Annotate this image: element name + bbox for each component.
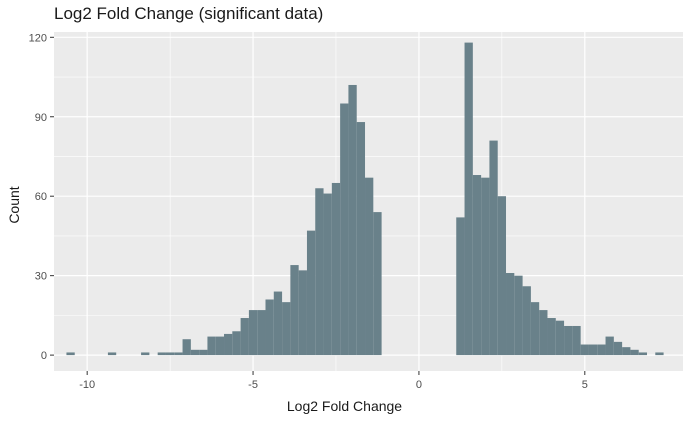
histogram-bar (365, 177, 374, 356)
histogram-bar (199, 349, 208, 356)
histogram-bar (298, 270, 307, 356)
histogram-bar (306, 230, 316, 356)
histogram-bar (174, 352, 183, 356)
chart-title: Log2 Fold Change (significant data) (54, 4, 324, 23)
histogram-bar (539, 310, 548, 356)
histogram-bar (265, 299, 274, 356)
histogram-bar (572, 325, 581, 356)
histogram-bar (190, 349, 200, 356)
histogram-bar (530, 302, 540, 356)
y-axis: 0 30 60 90 120 (29, 32, 54, 362)
y-axis-title: Count (6, 186, 22, 224)
histogram-bar (481, 177, 490, 356)
x-tick-label: -10 (79, 379, 95, 391)
histogram-bar (456, 217, 465, 356)
y-tick-label: 0 (41, 350, 47, 362)
histogram-bar (340, 103, 349, 356)
histogram-bar (613, 341, 623, 356)
x-tick-label: -5 (248, 379, 258, 391)
histogram-bar (348, 84, 357, 356)
histogram-bar (66, 352, 75, 356)
y-tick-label: 120 (29, 32, 47, 44)
y-tick-label: 60 (35, 191, 47, 203)
histogram-bar (605, 336, 614, 356)
histogram-bar (514, 275, 523, 356)
histogram-bar (655, 352, 664, 356)
histogram-bar (497, 196, 507, 356)
x-axis-title: Log2 Fold Change (286, 398, 403, 414)
histogram-bar (215, 336, 225, 356)
x-axis: -10 -5 0 5 (79, 371, 588, 391)
histogram-bar (597, 344, 606, 356)
histogram-bar (282, 302, 291, 356)
histogram-bar (547, 318, 556, 356)
histogram-bar (356, 122, 366, 356)
histogram-bar (290, 265, 299, 356)
histogram-bar (506, 273, 515, 356)
histogram-bar (248, 310, 258, 356)
y-tick-label: 30 (35, 271, 47, 283)
histogram-bar (323, 193, 332, 356)
histogram-bar (588, 344, 598, 356)
histogram-bar (257, 310, 266, 356)
histogram-bar (622, 347, 631, 356)
histogram-bar (165, 352, 175, 356)
histogram-bar (107, 352, 117, 356)
histogram-bar (331, 182, 341, 356)
histogram-bar (472, 175, 482, 356)
histogram-bar (207, 336, 216, 356)
histogram-bar (489, 140, 498, 356)
histogram-bar (564, 325, 573, 356)
histogram-bar (273, 291, 283, 356)
histogram-bar (373, 212, 382, 356)
histogram-bar (522, 286, 531, 356)
histogram-bar (240, 318, 249, 356)
x-tick-label: 0 (416, 379, 422, 391)
histogram-bar (232, 331, 241, 356)
histogram-bar (638, 352, 648, 356)
histogram-bar (224, 333, 233, 356)
histogram-bar (555, 320, 565, 356)
histogram-bar (464, 42, 473, 356)
histogram-bar (630, 349, 639, 356)
histogram-bars (66, 42, 664, 356)
histogram-bar (157, 352, 166, 356)
histogram-bar (182, 339, 191, 356)
y-tick-label: 90 (35, 112, 47, 124)
histogram-bar (580, 344, 589, 356)
x-tick-label: 5 (582, 379, 588, 391)
histogram-bar (141, 352, 150, 356)
histogram-bar (315, 188, 324, 356)
